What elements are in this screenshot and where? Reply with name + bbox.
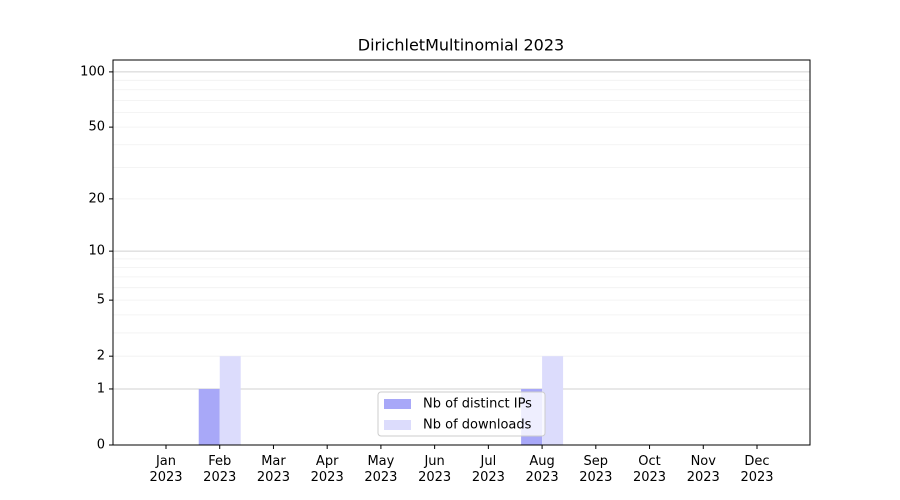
legend-swatch: [384, 420, 411, 430]
legend: Nb of distinct IPs Nb of downloads: [377, 391, 546, 437]
plot-frame: [112, 59, 811, 446]
y-tick-label: 20: [88, 191, 105, 206]
bar: [198, 388, 220, 445]
y-tick-label: 100: [80, 64, 105, 79]
x-tick-label: Jun 2023: [418, 454, 451, 485]
y-tick-label: 2: [97, 349, 105, 364]
bar: [542, 356, 564, 445]
y-tick-label: 10: [88, 244, 105, 259]
y-tick-label: 50: [88, 120, 105, 135]
x-tick-label: Dec 2023: [740, 454, 773, 485]
x-tick-label: Jul 2023: [472, 454, 505, 485]
y-tick-label: 1: [97, 381, 105, 396]
y-tick-label: 0: [97, 438, 105, 453]
legend-label: Nb of downloads: [423, 418, 532, 433]
legend-swatch: [384, 399, 411, 409]
x-tick-label: Apr 2023: [311, 454, 344, 485]
bar: [219, 356, 241, 445]
x-tick-label: Aug 2023: [526, 454, 559, 485]
x-tick-label: Mar 2023: [257, 454, 290, 485]
legend-box: [377, 391, 546, 437]
y-tick-label: 5: [97, 293, 105, 308]
legend-label: Nb of distinct IPs: [423, 397, 532, 412]
x-tick-label: Sep 2023: [579, 454, 612, 485]
x-tick-label: Nov 2023: [687, 454, 720, 485]
x-tick-label: Feb 2023: [203, 454, 236, 485]
x-tick-label: Oct 2023: [633, 454, 666, 485]
x-tick-label: May 2023: [364, 454, 397, 485]
x-tick-label: Jan 2023: [149, 454, 182, 485]
chart-title: DirichletMultinomial 2023: [358, 36, 564, 55]
